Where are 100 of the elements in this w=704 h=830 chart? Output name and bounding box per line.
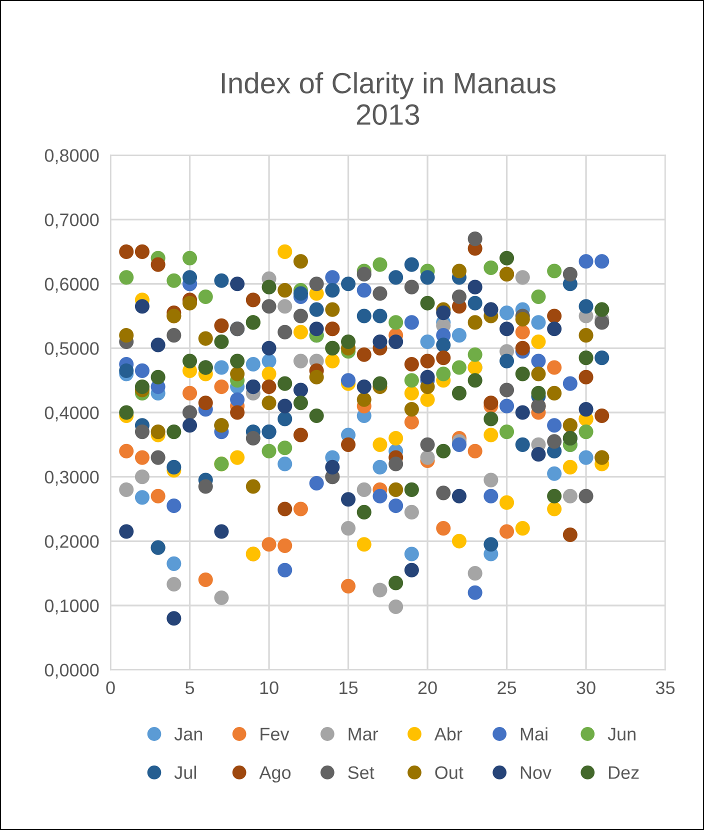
x-tick-label: 25 <box>498 681 516 694</box>
point <box>499 424 514 440</box>
point <box>562 460 578 474</box>
point <box>309 476 324 491</box>
legend-label: Set <box>348 766 374 779</box>
point <box>515 366 530 382</box>
point <box>420 270 435 285</box>
point <box>166 460 182 474</box>
y-tick-label: 0,6000 <box>44 278 99 293</box>
point <box>452 534 467 548</box>
point <box>404 386 419 400</box>
point <box>468 373 482 388</box>
point <box>309 276 324 292</box>
legend-label: Mai <box>520 727 548 740</box>
y-tick-label: 0,0000 <box>44 664 99 679</box>
y-tick-label: 0,2000 <box>44 535 99 550</box>
y-tick-label: 0,5000 <box>44 342 99 358</box>
point <box>594 254 610 269</box>
x-tick-label: 30 <box>576 681 596 694</box>
point <box>166 556 182 571</box>
point <box>356 392 372 407</box>
point <box>134 299 150 314</box>
point <box>499 382 514 398</box>
point <box>452 437 467 452</box>
point <box>214 318 229 333</box>
point <box>499 398 514 414</box>
point <box>340 437 356 452</box>
point <box>388 498 404 514</box>
point <box>547 386 562 400</box>
point <box>150 488 166 504</box>
point <box>150 257 166 272</box>
point <box>150 450 166 465</box>
point <box>404 482 419 497</box>
point <box>388 456 404 472</box>
legend-label: Jun <box>608 728 636 740</box>
point <box>594 315 610 330</box>
point <box>531 289 546 304</box>
point <box>230 366 245 382</box>
point <box>309 408 324 424</box>
point <box>420 392 435 407</box>
point <box>436 521 451 536</box>
point <box>388 270 404 285</box>
point <box>420 450 435 465</box>
point <box>484 428 498 442</box>
point <box>262 537 276 552</box>
y-tick-label: 0,3000 <box>44 470 99 486</box>
point <box>278 440 292 456</box>
point <box>182 354 198 368</box>
point <box>372 286 388 301</box>
point <box>547 360 562 375</box>
point <box>262 444 276 458</box>
point <box>356 482 372 497</box>
point <box>182 250 198 266</box>
legend-label: Jan <box>174 728 202 740</box>
point <box>134 490 150 505</box>
point <box>356 308 372 324</box>
point <box>547 434 562 449</box>
point <box>198 396 213 410</box>
point <box>388 599 404 614</box>
point <box>293 254 308 269</box>
point <box>547 308 562 324</box>
point <box>325 460 340 474</box>
point <box>198 572 213 588</box>
point <box>119 244 134 259</box>
point <box>578 299 594 314</box>
point <box>594 408 610 424</box>
point <box>515 312 530 327</box>
point <box>278 562 292 578</box>
legend-label: Mar <box>348 728 378 740</box>
point <box>278 324 292 340</box>
point <box>420 437 435 452</box>
point <box>325 302 340 317</box>
point <box>578 402 594 417</box>
y-tick-label: 0,8000 <box>44 149 99 164</box>
point <box>119 444 134 458</box>
point <box>499 495 514 510</box>
point <box>134 424 150 440</box>
legend-label: Out <box>435 766 464 779</box>
point <box>278 299 292 314</box>
point <box>262 379 276 394</box>
point <box>547 418 562 433</box>
point <box>547 488 562 504</box>
point <box>325 354 340 368</box>
point <box>404 356 419 372</box>
point <box>356 347 372 362</box>
point <box>484 537 498 552</box>
point <box>468 347 482 362</box>
point <box>230 276 245 292</box>
point <box>150 424 166 440</box>
point <box>372 334 388 350</box>
point <box>547 322 562 336</box>
point <box>182 418 198 433</box>
point <box>484 260 498 276</box>
point <box>436 366 451 382</box>
point <box>468 444 482 458</box>
point <box>468 232 482 246</box>
point <box>150 338 166 352</box>
point <box>468 566 482 581</box>
point <box>214 360 229 375</box>
point <box>119 405 134 420</box>
